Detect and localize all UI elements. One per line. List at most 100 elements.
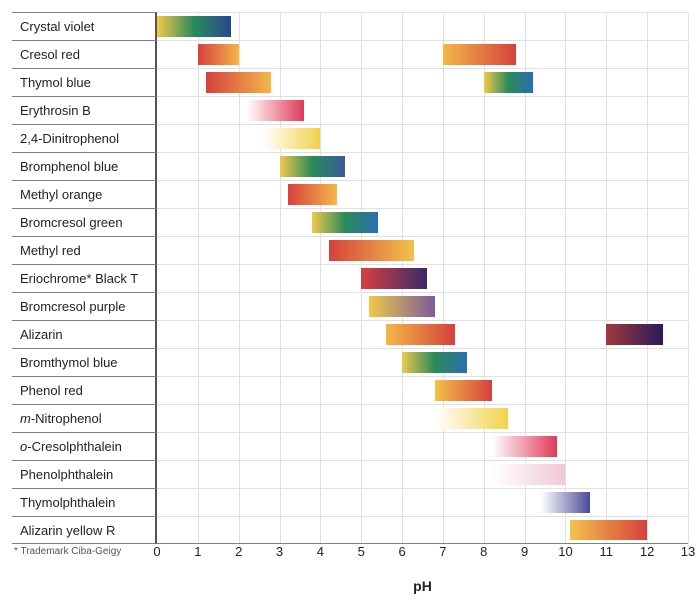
gridline: [198, 153, 199, 180]
gridline: [280, 265, 281, 292]
x-axis: * Trademark Ciba-Geigy 01234567891011121…: [12, 544, 688, 574]
gridline: [443, 209, 444, 236]
indicator-plot: [157, 432, 688, 460]
gridline: [320, 125, 321, 152]
indicator-bar: [198, 44, 239, 65]
indicator-bar: [280, 156, 345, 177]
gridline: [443, 517, 444, 543]
gridline: [565, 321, 566, 348]
gridline: [443, 293, 444, 320]
indicator-bar: [157, 16, 231, 37]
indicator-plot: [157, 236, 688, 264]
gridline: [565, 377, 566, 404]
gridline: [565, 181, 566, 208]
gridline: [239, 293, 240, 320]
x-axis-label: pH: [12, 578, 688, 594]
gridline: [565, 97, 566, 124]
gridline: [198, 321, 199, 348]
gridline: [647, 265, 648, 292]
gridline: [565, 265, 566, 292]
gridline: [525, 489, 526, 516]
gridline: [361, 489, 362, 516]
indicator-plot: [157, 40, 688, 68]
gridline: [484, 461, 485, 488]
gridline: [525, 237, 526, 264]
indicator-bar: [369, 296, 434, 317]
gridline: [402, 153, 403, 180]
x-tick: 6: [398, 544, 405, 559]
indicator-plot: [157, 348, 688, 376]
indicator-plot: [157, 180, 688, 208]
indicator-bar: [361, 268, 426, 289]
gridline: [688, 69, 689, 96]
indicator-row: Thymolphthalein: [12, 488, 688, 516]
indicator-label: Bromcresol green: [12, 208, 157, 236]
gridline: [565, 405, 566, 432]
gridline: [688, 125, 689, 152]
gridline: [239, 97, 240, 124]
x-tick: 0: [153, 544, 160, 559]
gridline: [443, 69, 444, 96]
gridline: [647, 293, 648, 320]
indicator-label: Eriochrome* Black T: [12, 264, 157, 292]
gridline: [525, 125, 526, 152]
gridline: [525, 41, 526, 68]
gridline: [565, 293, 566, 320]
indicator-bar: [606, 324, 663, 345]
indicator-bar: [484, 72, 533, 93]
gridline: [565, 517, 566, 543]
indicator-row: Eriochrome* Black T: [12, 264, 688, 292]
gridline: [280, 433, 281, 460]
gridline: [239, 13, 240, 40]
gridline: [361, 433, 362, 460]
gridline: [361, 125, 362, 152]
gridline: [320, 237, 321, 264]
gridline: [320, 433, 321, 460]
ph-indicator-chart: Crystal violetCresol redThymol blueEryth…: [12, 12, 688, 594]
x-tick: 2: [235, 544, 242, 559]
indicator-plot: [157, 264, 688, 292]
indicator-plot: [157, 124, 688, 152]
gridline: [565, 209, 566, 236]
gridline: [280, 517, 281, 543]
indicator-label: 2,4-Dinitrophenol: [12, 124, 157, 152]
gridline: [647, 13, 648, 40]
x-tick: 1: [194, 544, 201, 559]
gridline: [402, 125, 403, 152]
gridline: [484, 349, 485, 376]
gridline: [565, 13, 566, 40]
indicator-row: Methyl red: [12, 236, 688, 264]
gridline: [688, 321, 689, 348]
gridline: [443, 97, 444, 124]
gridline: [484, 13, 485, 40]
gridline: [606, 97, 607, 124]
gridline: [198, 349, 199, 376]
indicator-row: Methyl orange: [12, 180, 688, 208]
gridline: [443, 153, 444, 180]
gridline: [525, 349, 526, 376]
gridline: [688, 461, 689, 488]
gridline: [361, 97, 362, 124]
gridline: [361, 69, 362, 96]
gridline: [198, 125, 199, 152]
indicator-bar: [435, 408, 509, 429]
indicator-row: Crystal violet: [12, 12, 688, 40]
gridline: [320, 321, 321, 348]
indicator-label: Bromphenol blue: [12, 152, 157, 180]
indicator-plot: [157, 516, 688, 544]
indicator-row: Alizarin: [12, 320, 688, 348]
x-tick: 12: [640, 544, 654, 559]
gridline: [320, 349, 321, 376]
gridline: [647, 97, 648, 124]
gridline: [606, 461, 607, 488]
indicator-plot: [157, 208, 688, 236]
gridline: [443, 433, 444, 460]
gridline: [606, 125, 607, 152]
gridline: [239, 405, 240, 432]
indicator-label: Alizarin: [12, 320, 157, 348]
gridline: [484, 181, 485, 208]
indicator-bar: [402, 352, 467, 373]
gridline: [198, 209, 199, 236]
gridline: [443, 265, 444, 292]
indicator-bar: [263, 128, 320, 149]
